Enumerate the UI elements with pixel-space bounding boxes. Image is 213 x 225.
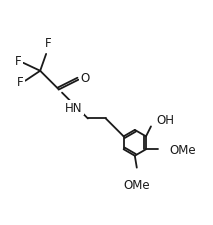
- Text: O: O: [80, 72, 89, 85]
- Text: F: F: [45, 37, 51, 50]
- Text: HN: HN: [65, 101, 83, 115]
- Text: F: F: [15, 55, 22, 68]
- Text: OMe: OMe: [170, 143, 196, 156]
- Text: OH: OH: [156, 113, 174, 126]
- Text: OMe: OMe: [124, 178, 150, 191]
- Text: F: F: [17, 76, 24, 89]
